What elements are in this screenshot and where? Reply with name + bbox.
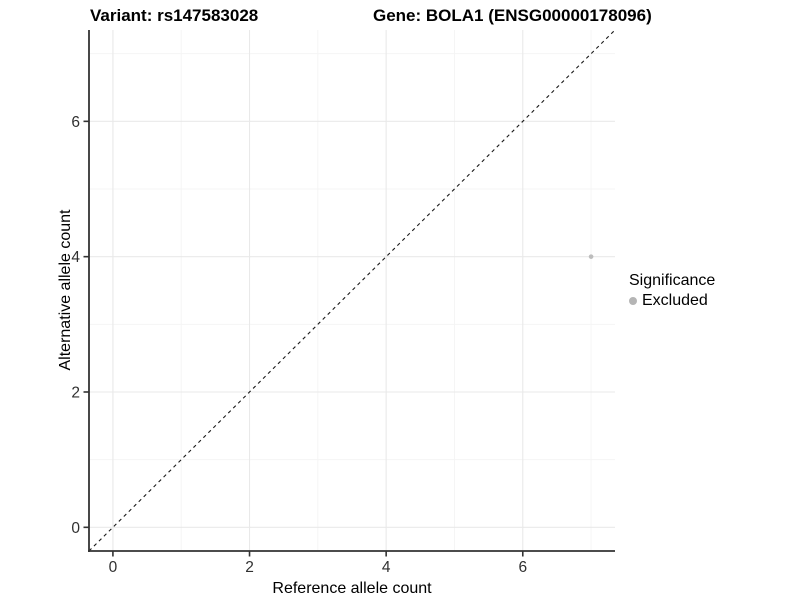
legend-title: Significance — [629, 272, 716, 289]
title-gene: Gene: BOLA1 (ENSG00000178096) — [373, 6, 652, 25]
x-tick-label: 4 — [382, 559, 391, 576]
y-tick-label: 2 — [71, 384, 80, 401]
y-tick-label: 4 — [71, 249, 80, 266]
y-tick-label: 6 — [71, 114, 80, 131]
x-axis-title: Reference allele count — [272, 580, 432, 597]
title-variant: Variant: rs147583028 — [90, 6, 259, 25]
y-axis-title-text: Alternative allele count — [57, 209, 74, 371]
legend-entry-label: Excluded — [642, 292, 708, 309]
identity-line — [88, 29, 616, 552]
legend-entry-excluded: Excluded — [629, 292, 715, 310]
legend-point-icon — [629, 297, 637, 305]
legend: Significance Excluded — [629, 272, 715, 310]
x-tick-label: 2 — [245, 559, 254, 576]
x-tick-label: 6 — [518, 559, 527, 576]
x-tick-label: 0 — [109, 559, 118, 576]
data-point — [588, 254, 594, 259]
y-tick-label: 0 — [71, 520, 80, 537]
